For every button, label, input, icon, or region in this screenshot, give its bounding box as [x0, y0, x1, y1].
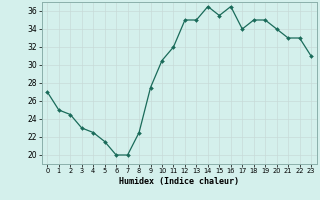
X-axis label: Humidex (Indice chaleur): Humidex (Indice chaleur)	[119, 177, 239, 186]
